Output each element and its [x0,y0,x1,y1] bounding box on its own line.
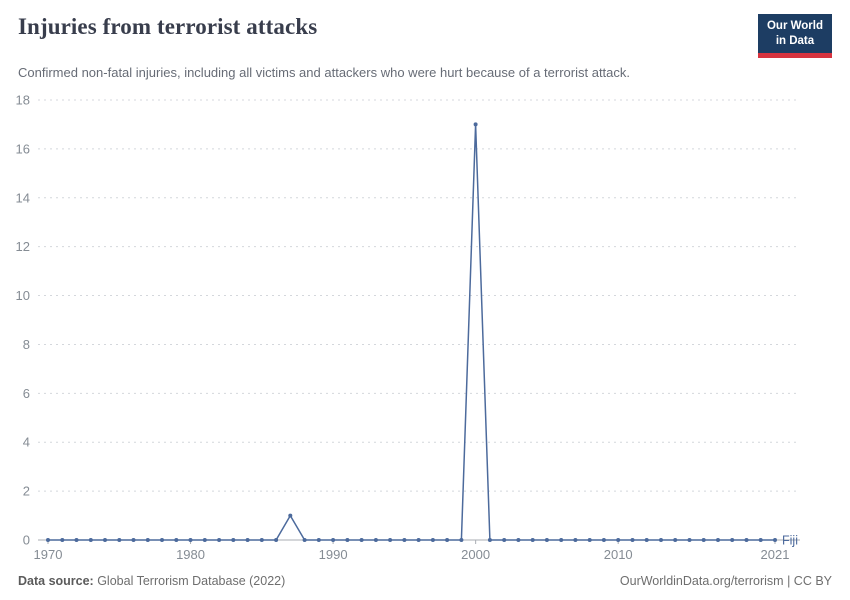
data-point[interactable] [487,537,492,542]
data-point[interactable] [701,537,706,542]
data-point[interactable] [345,537,350,542]
y-tick-label: 8 [23,337,30,352]
data-point[interactable] [274,537,279,542]
data-point[interactable] [573,537,578,542]
data-point[interactable] [459,537,464,542]
data-point[interactable] [46,537,50,542]
data-point[interactable] [331,537,336,542]
y-tick-label: 0 [23,532,30,547]
data-point[interactable] [502,537,507,542]
series-line-fiji[interactable] [48,123,775,541]
data-point[interactable] [316,537,321,542]
header: Injuries from terrorist attacks Our Worl… [0,0,850,58]
chart-area: 0 2 4 6 8 10 12 14 16 18 1970 1980 1990 2000 2010 2021 F… [0,86,850,568]
data-point[interactable] [302,537,307,542]
data-point[interactable] [416,537,421,542]
y-tick-label: 10 [16,288,30,303]
data-point[interactable] [245,537,250,542]
data-point[interactable] [744,537,749,542]
data-point[interactable] [716,537,720,542]
owid-logo-line1: Our World [766,20,823,32]
y-tick-label: 6 [23,386,30,401]
x-tick-label: 2021 [761,547,790,562]
data-point[interactable] [145,537,150,542]
data-point[interactable] [758,537,763,542]
data-point[interactable] [231,537,236,542]
data-point[interactable] [60,537,65,542]
x-tick-label: 1990 [319,547,348,562]
x-tick-label: 2010 [604,547,633,562]
data-point[interactable] [445,537,450,542]
y-tick-label: 14 [16,190,30,205]
owid-logo[interactable]: Our World in Data [757,14,832,58]
chart-subtitle: Confirmed non-fatal injuries, including … [18,64,631,80]
data-point[interactable] [202,537,207,542]
chart-canvas[interactable]: 0 2 4 6 8 10 12 14 16 18 1970 1980 1990 2000 2010 2021F… [0,86,850,568]
data-point[interactable] [117,537,122,542]
page-title: Injuries from terrorist attacks [18,14,318,39]
y-tick-label: 2 [23,483,30,498]
x-tick-label: 1970 [34,547,63,562]
data-point[interactable] [587,537,592,542]
y-tick-label: 16 [16,141,30,156]
footer: Data source: Global Terrorism Database (… [18,574,832,588]
data-source-text: Global Terrorism Database (2022) [93,574,286,588]
data-point[interactable] [473,122,478,127]
data-point[interactable] [544,537,549,542]
data-point[interactable] [373,537,378,542]
data-point[interactable] [673,537,678,542]
data-point[interactable] [288,513,293,518]
data-point[interactable] [644,537,649,542]
data-point[interactable] [516,537,521,542]
series-label-fiji[interactable]: Fiji [782,533,798,547]
data-point[interactable] [659,537,663,542]
data-source: Data source: Global Terrorism Database (… [18,574,285,588]
data-point[interactable] [773,537,777,542]
x-tick-label: 1980 [176,547,205,562]
data-point[interactable] [430,537,435,542]
x-tick-label: 2000 [461,547,490,562]
data-point[interactable] [730,537,735,542]
data-point[interactable] [160,537,164,542]
data-point[interactable] [402,537,407,542]
data-point[interactable] [630,537,635,542]
data-point[interactable] [687,537,692,542]
data-point[interactable] [131,537,136,542]
data-point[interactable] [616,537,621,542]
owid-url-link[interactable]: OurWorldinData.org/terrorism | CC BY [619,574,832,588]
data-point[interactable] [88,537,93,542]
owid-logo-line2: in Data [775,34,815,47]
data-point[interactable] [188,537,193,542]
data-point[interactable] [601,537,606,542]
data-source-label: Data source: [18,574,94,588]
data-point[interactable] [388,537,393,542]
data-point[interactable] [259,537,264,542]
data-point[interactable] [74,537,79,542]
data-point[interactable] [174,537,179,542]
data-point[interactable] [530,537,535,542]
data-point[interactable] [217,537,222,542]
data-point[interactable] [359,537,364,542]
y-tick-label: 12 [16,239,30,254]
data-point[interactable] [559,537,564,542]
data-point[interactable] [103,537,107,542]
y-tick-label: 4 [23,435,30,450]
y-tick-label: 18 [16,92,30,107]
